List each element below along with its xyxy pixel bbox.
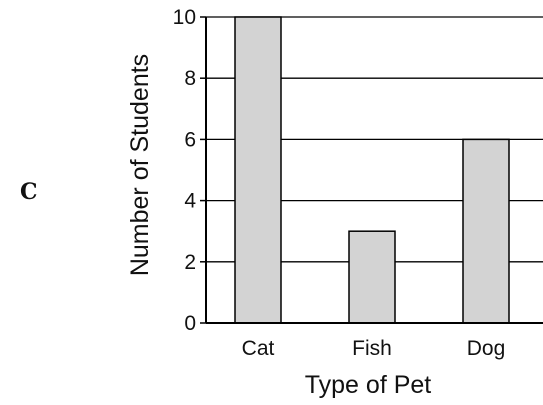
y-tick-label: 6	[184, 128, 196, 151]
x-category-label: Dog	[467, 337, 506, 360]
y-tick-label: 2	[184, 251, 196, 274]
y-tick-label: 4	[184, 190, 196, 213]
x-category-label: Fish	[352, 337, 392, 360]
bars	[234, 16, 510, 324]
x-category-label: Cat	[242, 337, 275, 360]
option-letter: C	[20, 179, 38, 205]
bar-dog	[462, 138, 510, 324]
y-axis-title: Number of Students	[126, 54, 154, 276]
y-ticks: 0 2 4 6 8 10	[173, 6, 206, 335]
x-axis-title: Type of Pet	[305, 371, 432, 399]
bar-fish	[348, 230, 396, 324]
y-tick-label: 8	[184, 67, 196, 90]
bar-cat	[234, 16, 282, 324]
y-tick-label: 10	[173, 6, 196, 29]
y-tick-label: 0	[184, 312, 196, 335]
x-category-labels: Cat Fish Dog	[242, 337, 506, 360]
